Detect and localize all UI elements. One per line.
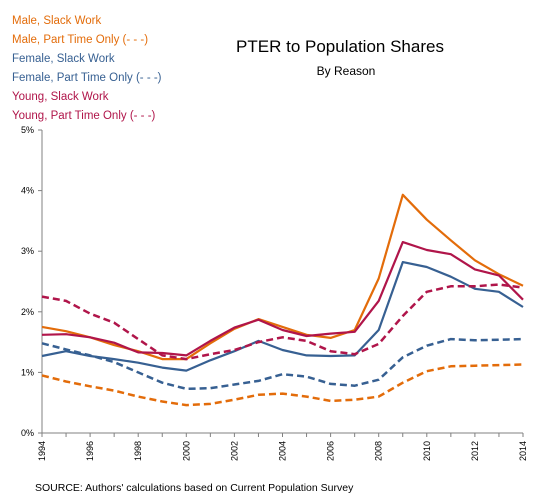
- x-tick-label: 2004: [278, 441, 288, 461]
- series-layer: [41, 193, 524, 407]
- y-tick-label: 5%: [21, 125, 34, 135]
- legend-entry: Young, Slack Work: [12, 91, 109, 103]
- x-tick-label: 2012: [470, 441, 480, 461]
- series-line-3: [41, 261, 524, 372]
- series-line-5: [41, 241, 524, 357]
- x-tick-label: 2008: [374, 441, 384, 461]
- chart-subtitle: By Reason: [317, 64, 376, 78]
- series-line-4: [41, 337, 524, 391]
- x-tick-label: 1996: [85, 441, 95, 461]
- chart-title: PTER to Population Shares: [236, 37, 444, 56]
- y-tick-label: 1%: [21, 367, 34, 377]
- y-tick-label: 2%: [21, 307, 34, 317]
- series-line-2: [41, 363, 524, 407]
- x-tick-label: 1998: [133, 441, 143, 461]
- x-tick-label: 2006: [326, 441, 336, 461]
- legend: Male, Slack Work Male, Part Time Only (- …: [12, 15, 162, 122]
- x-tick-label: 2002: [229, 441, 239, 461]
- x-tick-label: 2010: [422, 441, 432, 461]
- legend-entry: Male, Part Time Only (- - -): [12, 34, 148, 46]
- y-tick-label: 0%: [21, 428, 34, 438]
- series-line-1: [41, 193, 524, 361]
- legend-entry: Young, Part Time Only (- - -): [12, 110, 156, 122]
- series-line-6: [41, 283, 524, 361]
- x-tick-label: 2000: [181, 441, 191, 461]
- y-tick-label: 4%: [21, 186, 34, 196]
- legend-entry: Female, Slack Work: [12, 53, 115, 65]
- legend-entry: Male, Slack Work: [12, 15, 102, 27]
- axes: 0% 1% 2% 3% 4% 5% 1994 1996 1998 2000 2002 2004 2006…: [21, 125, 528, 461]
- legend-entry: Female, Part Time Only (- - -): [12, 72, 162, 84]
- x-tick-label: 1994: [37, 441, 47, 461]
- y-tick-label: 3%: [21, 246, 34, 256]
- source-note: SOURCE: Authors' calculations based on C…: [35, 482, 354, 494]
- x-tick-label: 2014: [518, 441, 528, 461]
